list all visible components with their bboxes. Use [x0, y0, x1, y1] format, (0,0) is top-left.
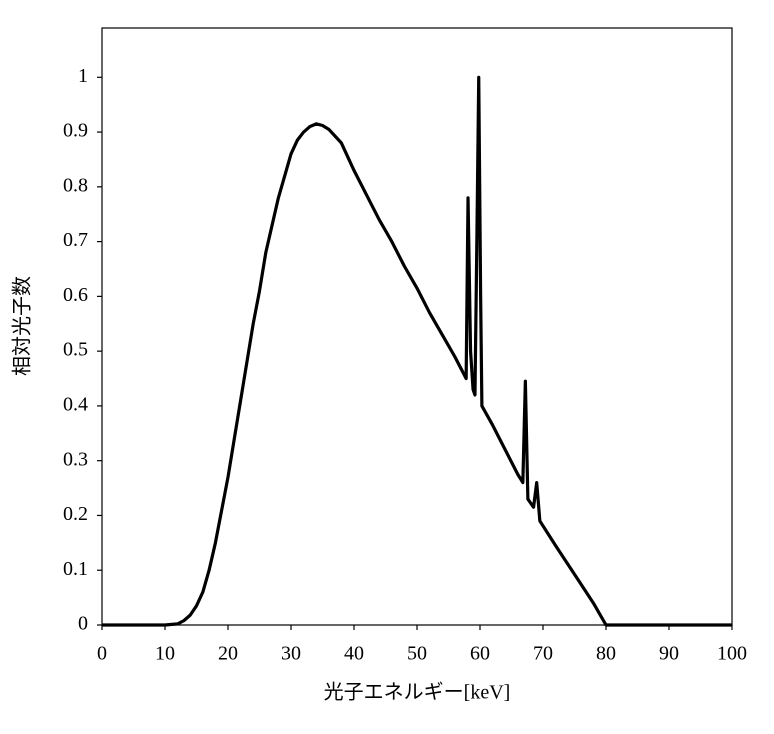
x-tick-label: 40 [344, 643, 364, 665]
y-tick-label: 0.6 [63, 284, 88, 306]
y-tick-label: 0.7 [63, 229, 88, 251]
x-tick-label: 60 [470, 643, 490, 665]
plot-frame [101, 27, 733, 626]
y-tick-label: 0.2 [63, 503, 88, 525]
x-axis-label: 光子エネルギー[keV] [324, 681, 511, 704]
x-tick-label: 70 [533, 643, 553, 665]
x-tick-label: 30 [281, 643, 301, 665]
y-tick-label: 0.9 [63, 120, 88, 142]
y-tick-label: 0.3 [63, 448, 88, 470]
x-tick-label: 100 [717, 643, 747, 665]
x-tick-label: 80 [596, 643, 616, 665]
y-tick-label: 0.8 [63, 174, 88, 196]
y-tick-label: 0.4 [63, 394, 88, 416]
y-tick-label: 0 [78, 613, 88, 635]
x-tick-label: 90 [659, 643, 679, 665]
data-line [102, 75, 732, 627]
x-tick-label: 10 [155, 643, 175, 665]
y-tick-label: 0.1 [63, 558, 88, 580]
y-axis-label: 相対光子数 [11, 276, 34, 376]
x-tick-label: 50 [407, 643, 427, 665]
x-tick-label: 0 [97, 643, 107, 665]
y-tick-label: 0.5 [63, 339, 88, 361]
x-tick-label: 20 [218, 643, 238, 665]
y-tick-label: 1 [78, 65, 88, 87]
